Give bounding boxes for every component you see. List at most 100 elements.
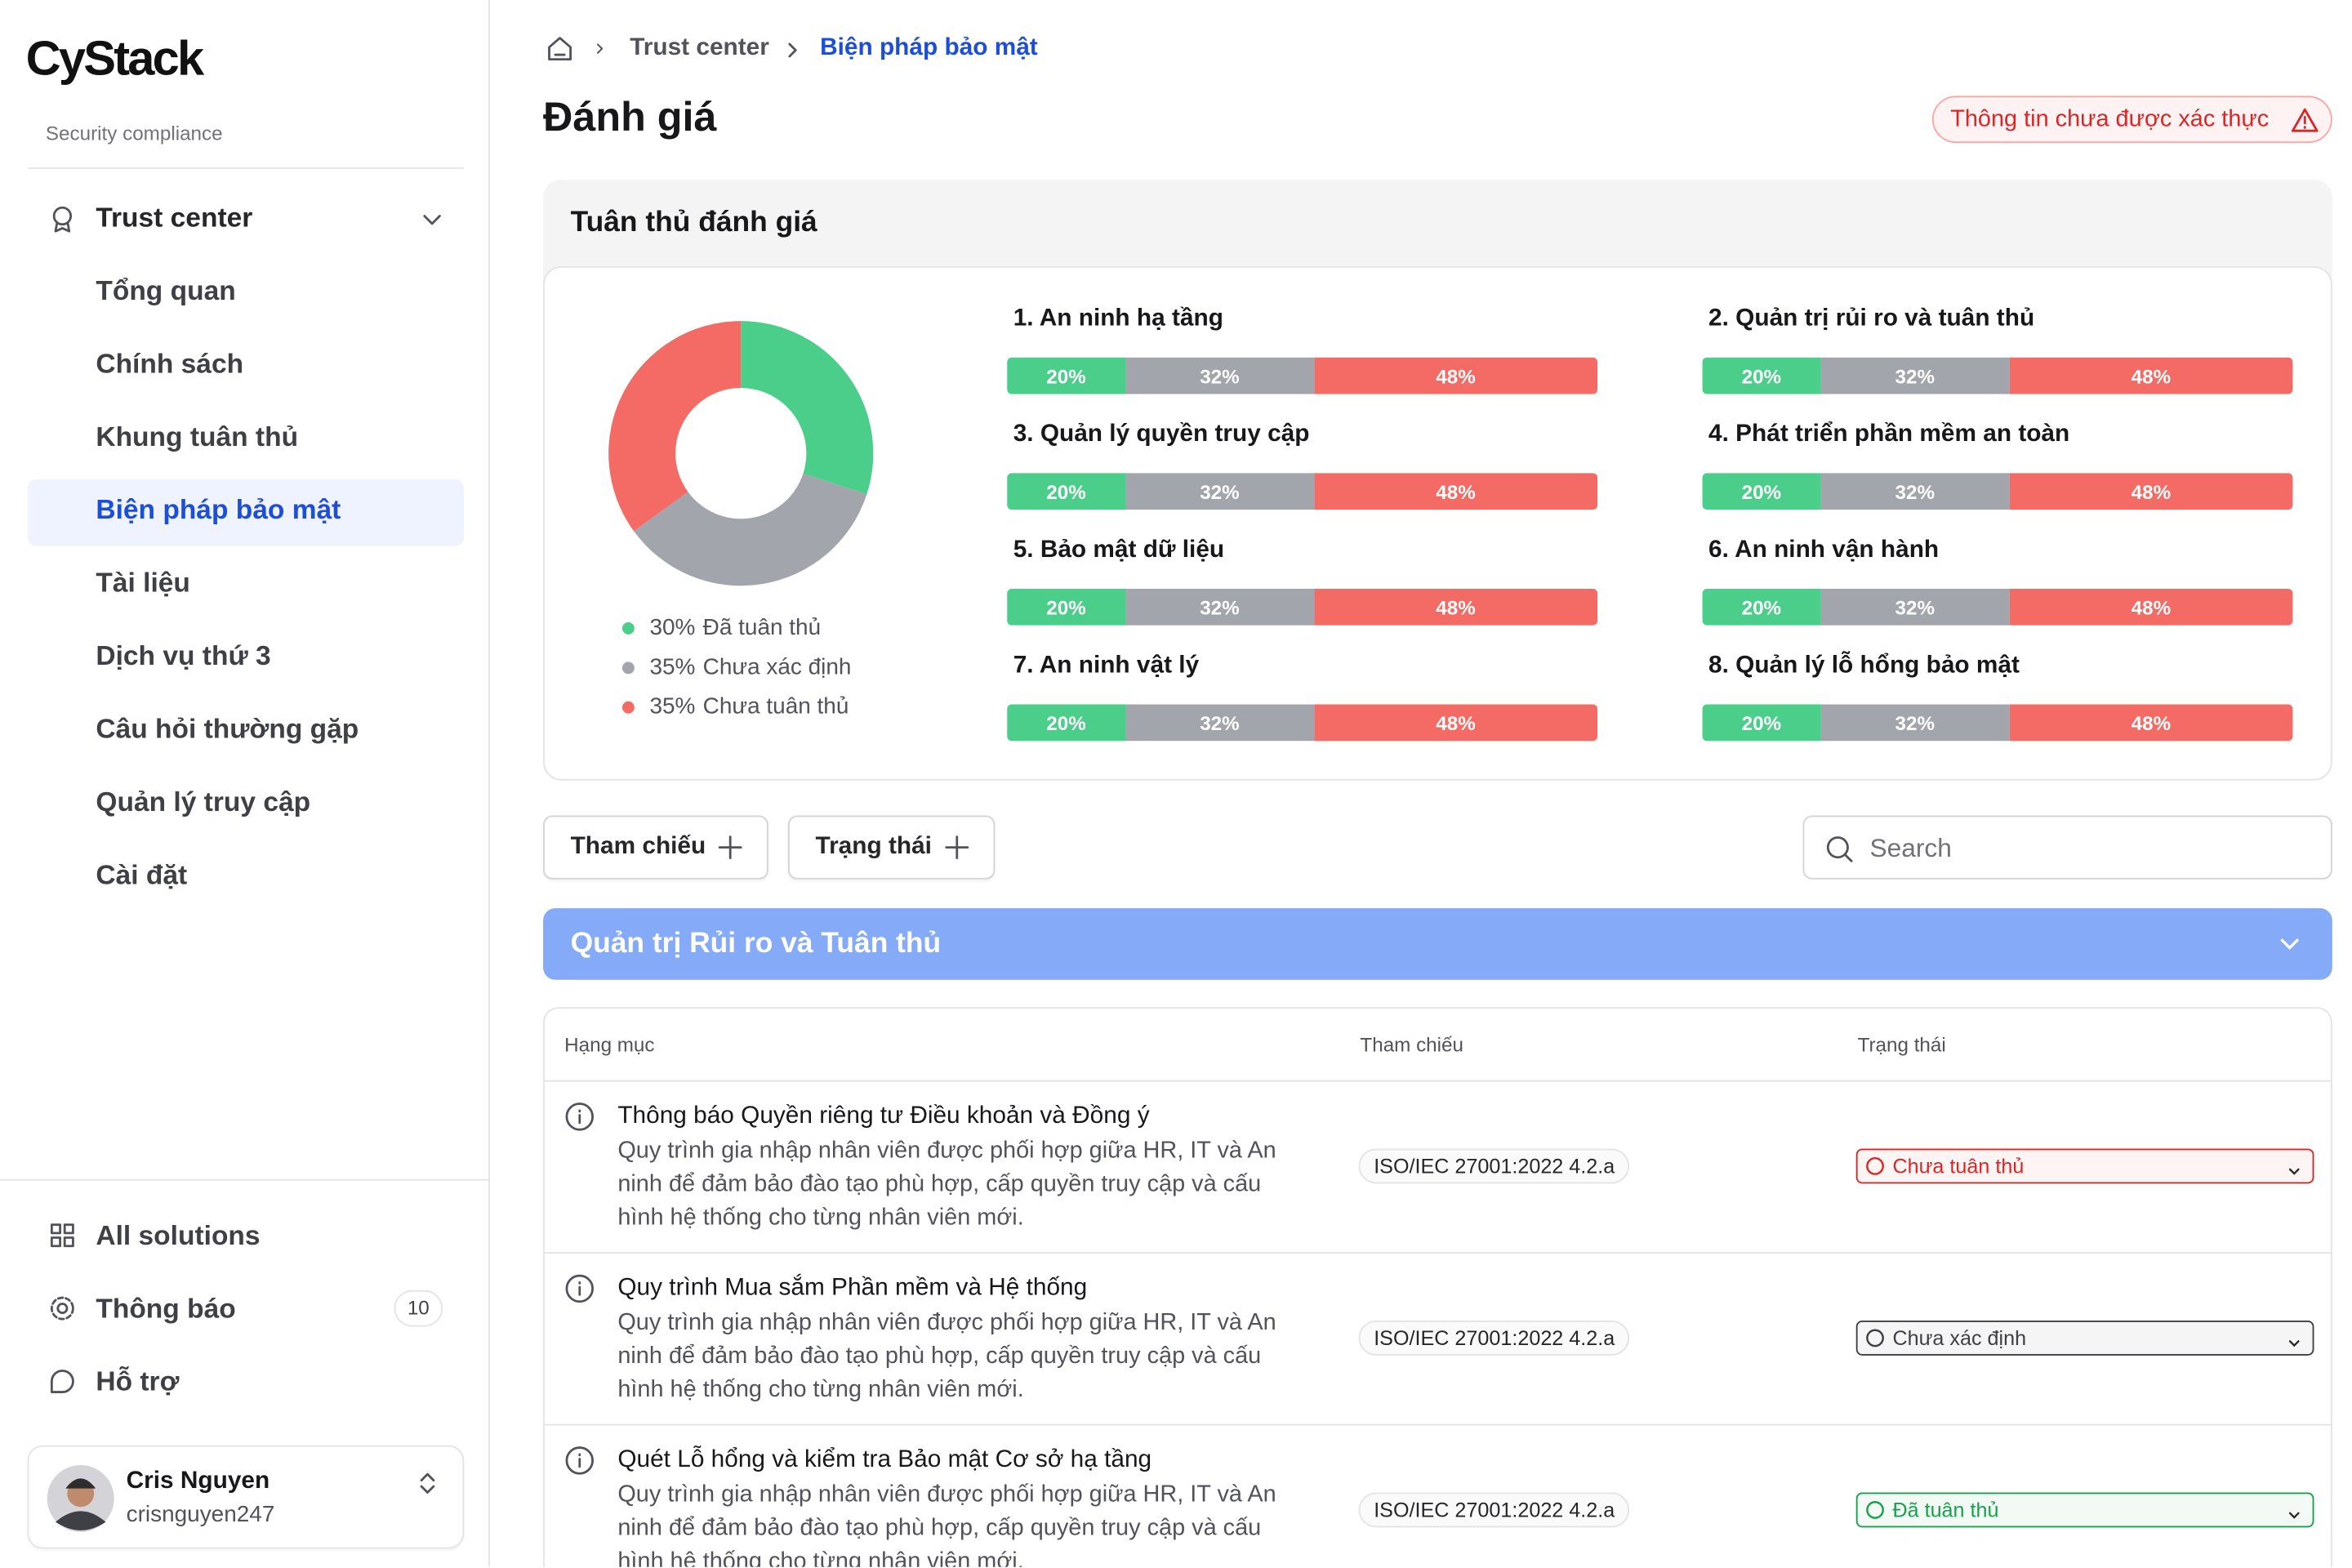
- warning-icon: [2291, 108, 2319, 132]
- legend-value: 35%: [649, 693, 696, 720]
- sidebar: [0, 0, 490, 1567]
- bar-segment: 20%: [1702, 704, 1821, 742]
- bar-segment: 32%: [1820, 588, 2010, 626]
- menu-icon: [50, 1223, 74, 1248]
- status-label: Chưa xác định: [1892, 1326, 2027, 1350]
- bar-segment: 20%: [1007, 357, 1125, 394]
- bar-segment: 20%: [1007, 588, 1125, 626]
- bar-label: 48%: [1436, 711, 1476, 735]
- bar-segment: 48%: [2009, 357, 2293, 394]
- legend-value: 30%: [649, 614, 696, 641]
- bar-label: 32%: [1200, 711, 1240, 735]
- donut-segment: [634, 473, 867, 586]
- bar-segment: 48%: [1314, 357, 1598, 394]
- bar-label: 32%: [1200, 480, 1240, 504]
- bar-label: 20%: [1741, 711, 1782, 735]
- bar-label: 20%: [1741, 365, 1782, 389]
- card-title: Tuân thủ đánh giá: [570, 207, 817, 239]
- status-select[interactable]: Chưa tuân thủ: [1855, 1148, 2314, 1184]
- bottom-item[interactable]: Thông báo: [96, 1293, 236, 1324]
- menu-icon: [50, 1296, 74, 1321]
- row-description: Quy trình gia nhập nhân viên được phối h…: [617, 1309, 1276, 1403]
- row-divider: [544, 1080, 2331, 1082]
- bottom-item[interactable]: All solutions: [96, 1220, 261, 1251]
- info-icon: [565, 1274, 594, 1303]
- bar-label: 32%: [1895, 365, 1936, 389]
- column-header: Hạng mục: [564, 1032, 655, 1056]
- bar-label: 32%: [1895, 711, 1936, 735]
- bar-label: 20%: [1046, 365, 1086, 389]
- status-select[interactable]: Chưa xác định: [1855, 1320, 2314, 1356]
- bar-label: 48%: [1436, 596, 1476, 620]
- search-icon: [1826, 836, 1853, 862]
- bar-label: 20%: [1046, 480, 1086, 504]
- award-icon: [52, 206, 73, 233]
- home-icon: [548, 37, 572, 61]
- column-header: Tham chiếu: [1360, 1032, 1463, 1056]
- nav-item[interactable]: Dịch vụ thứ 3: [96, 640, 271, 671]
- warning-text: Thông tin chưa được xác thực: [1950, 106, 2270, 133]
- bottom-item[interactable]: Hỗ trợ: [96, 1365, 180, 1397]
- row-divider: [544, 1423, 2331, 1426]
- user-card[interactable]: Cris Nguyen crisnguyen247: [27, 1445, 465, 1549]
- bar-segment: 20%: [1702, 588, 1821, 626]
- bar-segment: 48%: [1314, 473, 1598, 510]
- chevron-down: [423, 215, 441, 225]
- nav-item[interactable]: Tài liệu: [96, 567, 190, 599]
- filter-button[interactable]: Trạng thái: [787, 815, 996, 880]
- user-handle: crisnguyen247: [126, 1501, 275, 1528]
- divider: [0, 1178, 488, 1181]
- chevron-down: [2280, 938, 2299, 950]
- bar-label: 32%: [1895, 596, 1936, 620]
- divider: [27, 167, 465, 169]
- bar-segment: 48%: [1314, 588, 1598, 626]
- bar-label: 48%: [2131, 596, 2172, 620]
- search-placeholder: Search: [1869, 833, 1952, 863]
- row-description: Quy trình gia nhập nhân viên được phối h…: [617, 1138, 1276, 1232]
- menu-icon: [50, 1370, 74, 1393]
- active-bg: [27, 479, 465, 546]
- nav-item[interactable]: Cài đặt: [96, 859, 188, 890]
- nav-item[interactable]: Câu hỏi thường gặp: [96, 713, 359, 744]
- reference-pill: ISO/IEC 27001:2022 4.2.a: [1358, 1148, 1630, 1184]
- reference-pill: ISO/IEC 27001:2022 4.2.a: [1358, 1320, 1630, 1356]
- nav-item[interactable]: Chính sách: [96, 348, 244, 379]
- nav-item[interactable]: Quản lý truy cập: [96, 786, 311, 817]
- category-title: 2. Quản trị rủi ro và tuân thủ: [1708, 305, 2035, 332]
- row-divider: [544, 1252, 2331, 1254]
- user-name: Cris Nguyen: [126, 1468, 270, 1494]
- legend-label: Chưa tuân thủ: [702, 693, 849, 720]
- bar-label: 48%: [2131, 480, 2172, 504]
- info-icon: [565, 1446, 594, 1475]
- chevron-down: [2288, 1168, 2300, 1175]
- bar-segment: 32%: [1125, 704, 1315, 742]
- filter-label: Tham chiếu: [570, 833, 706, 860]
- category-title: 8. Quản lý lỗ hổng bảo mật: [1708, 653, 2020, 679]
- nav-item[interactable]: Tổng quan: [96, 275, 236, 306]
- bar-segment: 48%: [1314, 704, 1598, 742]
- search-box[interactable]: Search: [1802, 815, 2332, 880]
- bar-label: 48%: [1436, 480, 1476, 504]
- bar-segment: 32%: [1820, 357, 2010, 394]
- status-select[interactable]: Đã tuân thủ: [1855, 1492, 2314, 1528]
- legend-value: 35%: [649, 654, 696, 680]
- section-header[interactable]: Quản trị Rủi ro và Tuân thủ: [543, 908, 2332, 980]
- nav-group[interactable]: Trust center: [96, 202, 253, 234]
- separator: [788, 42, 797, 58]
- bar-segment: 32%: [1820, 473, 2010, 510]
- bar-segment: 20%: [1702, 357, 1821, 394]
- status-icon: [1866, 1329, 1884, 1348]
- chevron-down: [2288, 1340, 2300, 1348]
- nav-item[interactable]: Khung tuân thủ: [96, 421, 299, 452]
- nav-item[interactable]: Biện pháp bảo mật: [96, 494, 341, 525]
- avatar: [47, 1464, 114, 1532]
- legend-dot: [621, 662, 635, 675]
- reference-pill: ISO/IEC 27001:2022 4.2.a: [1358, 1492, 1630, 1528]
- bar-label: 20%: [1046, 596, 1086, 620]
- category-title: 5. Bảo mật dữ liệu: [1013, 537, 1225, 564]
- bar-label: 32%: [1200, 365, 1240, 389]
- breadcrumb-item[interactable]: Trust center: [630, 34, 769, 61]
- filter-button[interactable]: Tham chiếu: [543, 815, 768, 880]
- page-title: Đánh giá: [543, 94, 717, 140]
- bar-label: 48%: [2131, 711, 2172, 735]
